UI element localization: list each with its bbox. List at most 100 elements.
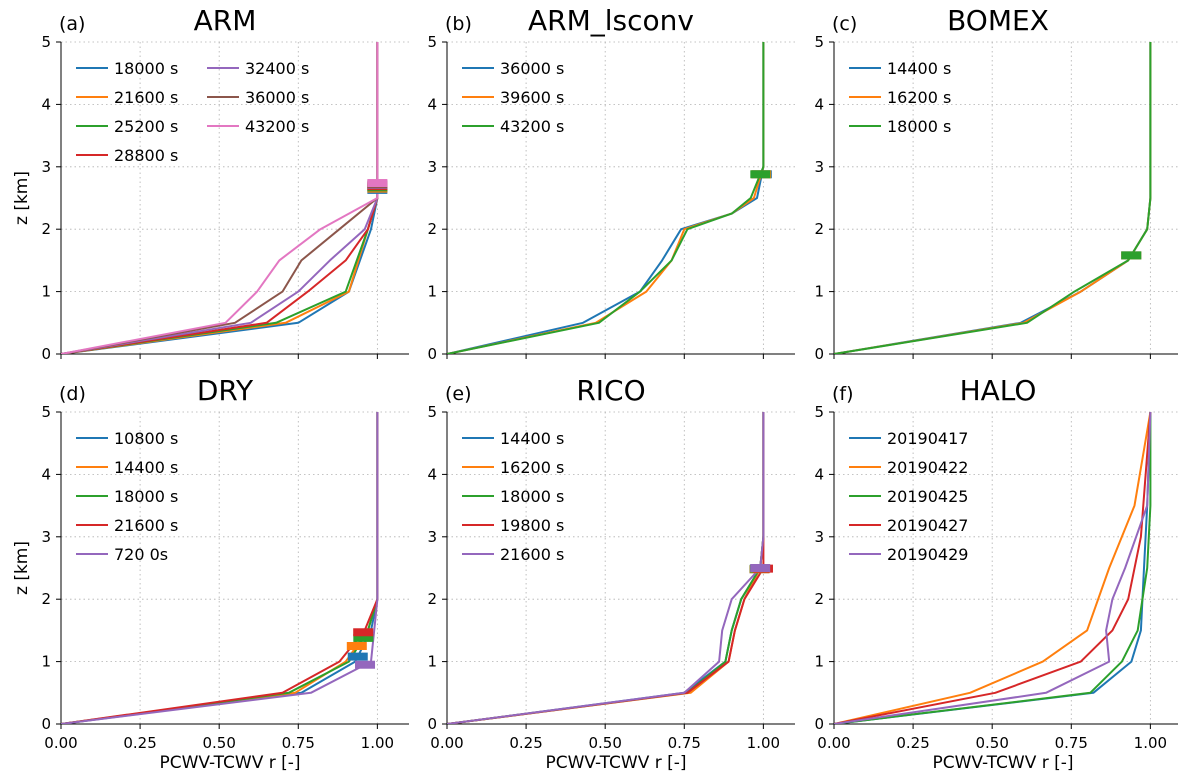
legend-label-3: 18000 s [114, 487, 178, 506]
x-tick-label: 0.75 [1055, 734, 1088, 752]
panel-letter: (b) [445, 13, 472, 35]
y-tick-label: 5 [814, 33, 824, 51]
y-tick-label: 5 [427, 403, 437, 421]
panel-letter: (f) [832, 383, 854, 405]
panel-title: RICO [576, 374, 645, 407]
y-tick-label: 3 [427, 528, 437, 546]
boundary-marker-3 [353, 633, 374, 642]
panel-5: 0.00 0.25 0.50 0.75 1.00 0 1 2 3 4 5 RICO (e) PCWV-TC… [427, 374, 795, 773]
x-tick-label: 0.00 [430, 734, 463, 752]
y-tick-label: 0 [427, 715, 437, 733]
panel-title: DRY [197, 374, 254, 407]
x-tick-label: 1.00 [361, 734, 394, 752]
y-tick-label: 2 [427, 220, 437, 238]
y-tick-label: 1 [427, 283, 437, 301]
panel-3: 0 1 2 3 4 5 BOMEX (c) 14400 s 16200 s 18000 s [814, 4, 1178, 363]
panel-title: HALO [960, 374, 1037, 407]
legend-label-5: 21600 s [500, 545, 564, 564]
series-line-4 [61, 42, 379, 354]
series-line-5 [61, 42, 379, 354]
y-tick-label: 1 [427, 653, 437, 671]
legend-label-2: 16200 s [500, 458, 564, 477]
x-tick-label: 0.75 [282, 734, 315, 752]
y-tick-label: 2 [814, 590, 824, 608]
y-tick-label: 0 [41, 715, 51, 733]
panel-title: BOMEX [947, 4, 1049, 37]
series-group [834, 412, 1152, 724]
boundary-marker-7 [367, 179, 388, 188]
panel-title: ARM_lsconv [528, 4, 694, 37]
y-tick-label: 0 [41, 345, 51, 363]
y-tick-label: 2 [427, 590, 437, 608]
series-line-1 [61, 412, 379, 724]
series-line-4 [447, 412, 765, 724]
series-line-4 [834, 412, 1152, 724]
panel-2: 0 1 2 3 4 5 ARM_lsconv (b) 36000 s 39600 s 43200 s [427, 4, 795, 363]
y-axis-label: z [km] [12, 541, 32, 595]
y-tick-label: 2 [41, 590, 51, 608]
series-group [61, 42, 379, 354]
legend-label-2: 21600 s [114, 88, 178, 107]
legend-label-7: 43200 s [245, 117, 309, 136]
x-tick-label: 0.25 [896, 734, 929, 752]
series-line-7 [61, 42, 379, 354]
x-axis-label: PCWV-TCWV r [-] [545, 753, 686, 773]
panel-letter: (c) [832, 13, 857, 35]
x-tick-label: 0.50 [202, 734, 235, 752]
legend-label-5: 20190429 [887, 545, 968, 564]
y-tick-label: 0 [427, 345, 437, 363]
boundary-marker-5 [355, 660, 376, 669]
y-tick-label: 5 [814, 403, 824, 421]
x-tick-label: 0.00 [817, 734, 850, 752]
series-line-3 [447, 42, 765, 354]
legend-label-1: 20190417 [887, 429, 968, 448]
y-tick-label: 0 [814, 715, 824, 733]
series-line-5 [61, 412, 379, 724]
series-group [61, 412, 379, 724]
x-axis-label: PCWV-TCWV r [-] [159, 753, 300, 773]
y-tick-label: 4 [814, 465, 824, 483]
y-tick-label: 2 [41, 220, 51, 238]
legend-label-4: 19800 s [500, 516, 564, 535]
panel-4: 0.00 0.25 0.50 0.75 1.00 0 1 2 3 4 5 DRY (d) z [km] PC… [12, 374, 409, 773]
y-tick-label: 1 [41, 283, 51, 301]
legend-label-2: 20190422 [887, 458, 968, 477]
legend-label-4: 21600 s [114, 516, 178, 535]
series-group [447, 42, 765, 354]
boundary-marker-3 [750, 170, 771, 179]
panel-title: ARM [194, 4, 257, 37]
boundary-marker-5 [750, 564, 771, 572]
y-tick-label: 0 [814, 345, 824, 363]
legend-label-2: 14400 s [114, 458, 178, 477]
series-line-1 [447, 42, 765, 354]
y-tick-label: 3 [41, 528, 51, 546]
panel-letter: (e) [445, 383, 472, 405]
legend-label-2: 39600 s [500, 88, 564, 107]
panel-letter: (a) [59, 13, 85, 35]
y-tick-label: 4 [427, 95, 437, 113]
series-line-1 [61, 42, 379, 354]
y-tick-label: 5 [41, 33, 51, 51]
x-tick-label: 0.75 [668, 734, 701, 752]
legend-label-4: 28800 s [114, 146, 178, 165]
series-line-5 [834, 412, 1152, 724]
legend-label-1: 14400 s [887, 59, 951, 78]
series-line-2 [447, 412, 765, 724]
y-tick-label: 4 [814, 95, 824, 113]
series-line-2 [61, 42, 379, 354]
series-line-3 [834, 42, 1152, 354]
y-tick-label: 1 [814, 653, 824, 671]
y-tick-label: 3 [427, 158, 437, 176]
series-line-1 [447, 412, 765, 724]
x-tick-label: 1.00 [747, 734, 780, 752]
legend-label-5: 720 0s [114, 545, 168, 564]
y-tick-label: 3 [814, 528, 824, 546]
y-tick-label: 4 [41, 95, 51, 113]
series-line-1 [834, 412, 1152, 724]
x-tick-label: 0.50 [588, 734, 621, 752]
legend-label-1: 14400 s [500, 429, 564, 448]
legend-label-1: 18000 s [114, 59, 178, 78]
boundary-marker-2 [346, 642, 367, 650]
series-line-2 [834, 42, 1152, 354]
